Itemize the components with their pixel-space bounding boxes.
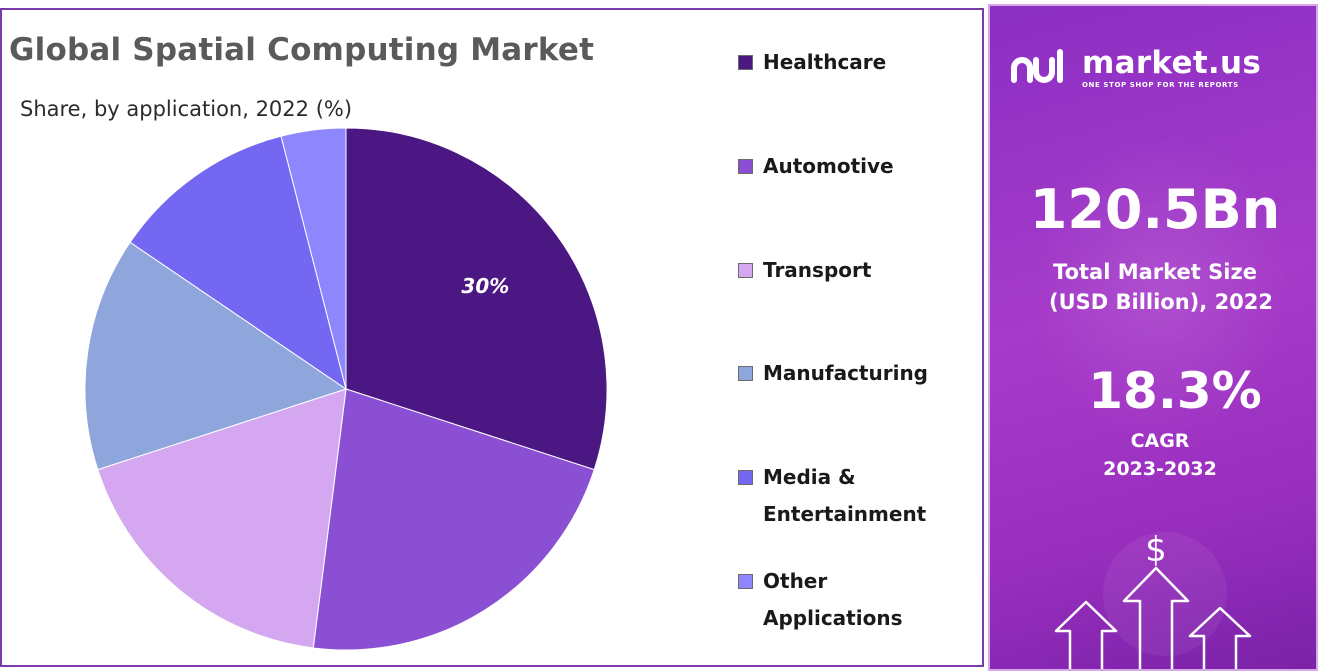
legend-label: Other Applications: [763, 569, 903, 630]
legend-swatch: [738, 470, 753, 485]
legend-swatch: [738, 574, 753, 589]
market-size-caption-line-2: (USD Billion), 2022: [1048, 290, 1274, 314]
panel-glow: [1030, 126, 1290, 446]
pie-chart: 30%: [84, 127, 608, 651]
brand-name: market.us: [1082, 44, 1262, 81]
legend-swatch: [738, 159, 753, 174]
market-size-value: 120.5Bn: [1029, 178, 1281, 241]
legend-label: Automotive: [763, 154, 894, 178]
legend-swatch: [738, 263, 753, 278]
market-size-caption-line-1: Total Market Size: [1053, 260, 1257, 284]
legend-swatch: [738, 366, 753, 381]
legend-label: Media & Entertainment: [763, 465, 927, 526]
dollar-icon: $: [1145, 530, 1167, 570]
legend-item-other-applications: Other Applications: [738, 567, 963, 637]
pie-slice-label: 30%: [461, 274, 509, 298]
growth-arrows-icon: $: [1054, 530, 1252, 669]
cagr-value: 18.3%: [1088, 362, 1262, 420]
market-us-logo-icon: [1011, 49, 1063, 83]
stats-panel: market.us ONE STOP SHOP FOR THE REPORTS …: [988, 4, 1318, 671]
pie-slice-healthcare: [345, 127, 608, 471]
pie-slice-other-applications: [280, 127, 347, 390]
legend-item-media-entertainment: Media & Entertainment: [738, 463, 963, 533]
legend-item-manufacturing: Manufacturing: [738, 359, 928, 392]
pie-slice-transport: [97, 388, 347, 649]
legend-item-automotive: Automotive: [738, 152, 894, 185]
pie-slice-manufacturing: [84, 241, 348, 471]
legend-label: Transport: [763, 258, 872, 282]
legend-item-transport: Transport: [738, 256, 871, 289]
legend-swatch: [738, 55, 753, 70]
chart-subtitle: Share, by application, 2022 (%): [20, 97, 353, 121]
legend-label: Healthcare: [763, 50, 887, 74]
cagr-caption-line-1: CAGR: [1130, 430, 1190, 452]
legend-label: Manufacturing: [763, 361, 928, 385]
brand-logo: market.us ONE STOP SHOP FOR THE REPORTS: [1010, 46, 1261, 90]
cagr-caption-line-2: 2023-2032: [1103, 458, 1217, 480]
chart-title: Global Spatial Computing Market: [9, 32, 595, 68]
legend-item-healthcare: Healthcare: [738, 48, 886, 81]
pie-slice-media-entertainment: [129, 135, 347, 391]
brand-tagline: ONE STOP SHOP FOR THE REPORTS: [1082, 80, 1239, 89]
pie-slice-automotive: [312, 388, 595, 651]
